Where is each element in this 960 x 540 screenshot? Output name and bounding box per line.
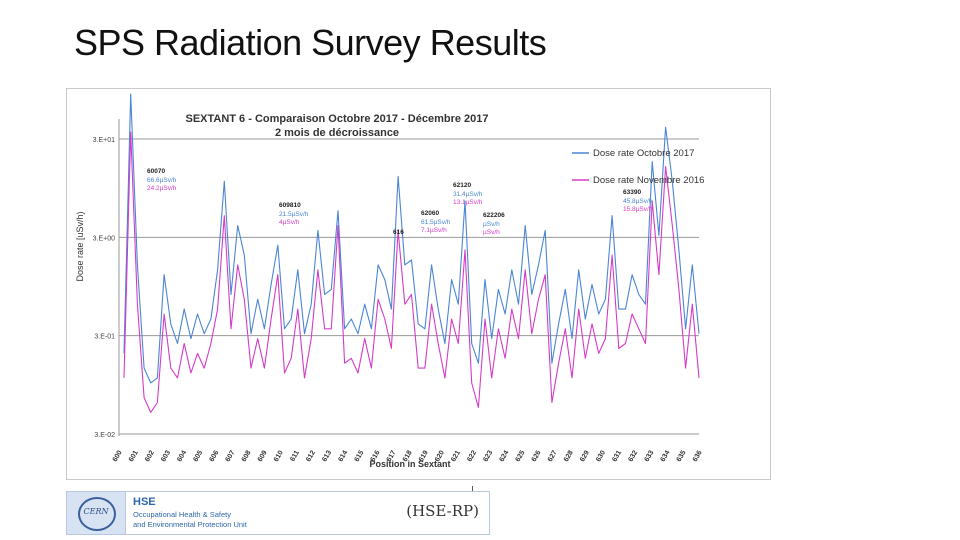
x-tick-label: 615 (353, 449, 365, 463)
x-tick-label: 631 (611, 449, 623, 463)
annotation-value: 31.4µSv/h (453, 191, 483, 198)
footer-line2: and Environmental Protection Unit (133, 520, 247, 529)
annotation-value: 61.5µSv/h (421, 219, 451, 226)
x-tick-label: 610 (273, 449, 285, 463)
x-tick-label: 601 (128, 449, 140, 463)
logo-text: CERN (83, 507, 109, 516)
x-tick-label: 622 (466, 449, 478, 463)
x-tick-label: 609 (257, 449, 269, 463)
x-tick-label: 608 (241, 449, 253, 463)
footer-unit: (HSE-RP) (406, 502, 479, 520)
x-tick-label: 629 (579, 449, 591, 463)
x-tick-label: 618 (402, 449, 414, 463)
x-tick-label: 628 (563, 449, 575, 463)
y-axis-label: Dose rate [uSv/h) (75, 211, 85, 281)
x-tick-label: 633 (643, 449, 655, 463)
series-line-2 (123, 131, 700, 413)
x-tick-label: 600 (112, 449, 124, 463)
annotation-id: 63390 (623, 189, 641, 196)
x-tick-label: 614 (337, 449, 349, 463)
annotation-id: 62060 (421, 210, 439, 217)
x-tick-label: 636 (692, 449, 704, 463)
annotation-value: 24.2µSv/h (147, 185, 177, 192)
annotation-id: 616 (393, 229, 404, 236)
annotation-value: µSv/h (483, 229, 500, 236)
x-tick-label: 619 (418, 449, 430, 463)
legend-label-1: Dose rate Octobre 2017 (593, 148, 694, 159)
x-tick-label: 607 (225, 449, 237, 463)
y-tick-label: 3.E+00 (93, 235, 115, 242)
cern-logo: CERN (67, 492, 126, 534)
chart-subtitle: 2 mois de décroissance (275, 127, 399, 139)
annotation-id: 609810 (279, 202, 301, 209)
y-tick-label: 3.E-02 (94, 432, 115, 439)
annotation-value: 7.1µSv/h (421, 227, 447, 234)
x-tick-label: 625 (515, 449, 527, 463)
x-tick-label: 626 (531, 449, 543, 463)
x-tick-label: 635 (676, 449, 688, 463)
x-tick-label: 620 (434, 449, 446, 463)
chart-title: SEXTANT 6 - Comparaison Octobre 2017 - D… (185, 113, 488, 125)
x-tick-label: 634 (660, 449, 672, 463)
x-tick-label: 612 (305, 449, 317, 463)
annotation-id: 622206 (483, 212, 505, 219)
footer-org: HSE (133, 496, 156, 508)
annotation-id: 60070 (147, 168, 165, 175)
x-tick-label: 616 (370, 449, 382, 463)
x-tick-label: 632 (627, 449, 639, 463)
x-tick-label: 604 (176, 449, 188, 463)
annotation-value: µSv/h (483, 221, 500, 228)
annotation-value: 4µSv/h (279, 219, 300, 226)
x-axis-label: Position in Sextant (369, 459, 450, 469)
x-tick-label: 606 (208, 449, 220, 463)
annotation-value: 66.6µSv/h (147, 177, 177, 184)
x-tick-label: 630 (595, 449, 607, 463)
annotation-value: 21.5µSv/h (279, 211, 309, 218)
x-tick-label: 617 (386, 449, 398, 463)
dose-rate-chart: SEXTANT 6 - Comparaison Octobre 2017 - D… (75, 93, 704, 469)
series-line-1 (123, 93, 700, 384)
y-tick-label: 3.E-01 (94, 334, 115, 341)
x-tick-label: 602 (144, 449, 156, 463)
annotation-id: 62120 (453, 182, 471, 189)
divider-tick (472, 486, 473, 492)
x-tick-label: 611 (289, 449, 301, 462)
x-tick-label: 627 (547, 449, 559, 463)
x-tick-label: 621 (450, 449, 462, 463)
annotation-value: 13.1µSv/h (453, 199, 483, 206)
footer-banner: CERN HSE Occupational Health & Safety an… (66, 491, 490, 535)
x-tick-label: 624 (498, 449, 510, 463)
chart-container: SEXTANT 6 - Comparaison Octobre 2017 - D… (66, 88, 771, 480)
annotation-value: 15.8µSv/h (623, 206, 653, 213)
x-tick-label: 613 (321, 449, 333, 463)
x-tick-label: 603 (160, 449, 172, 463)
logo-ring-icon (78, 497, 116, 531)
footer-line1: Occupational Health & Safety (133, 510, 231, 519)
x-tick-label: 605 (192, 449, 204, 463)
slide-title: SPS Radiation Survey Results (74, 22, 547, 63)
x-tick-label: 623 (482, 449, 494, 463)
annotation-value: 45.8µSv/h (623, 198, 653, 205)
y-tick-label: 3.E+01 (93, 137, 115, 144)
legend-label-2: Dose rate Novembre 2016 (593, 175, 704, 186)
